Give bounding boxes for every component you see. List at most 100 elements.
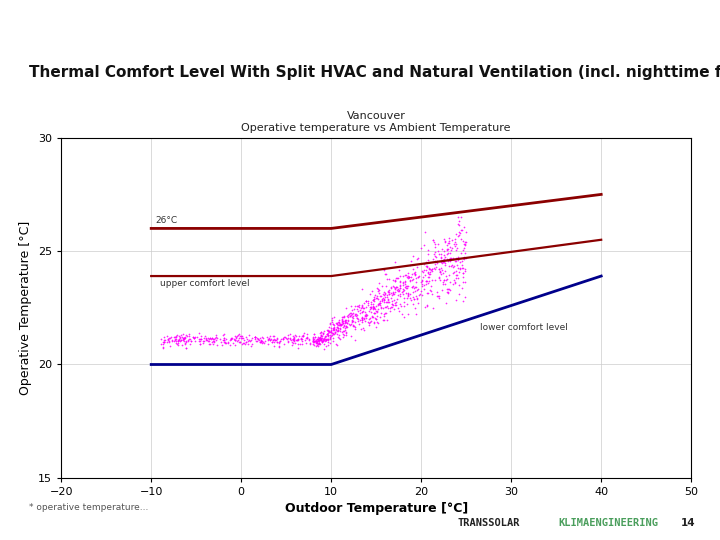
Point	[169, 335, 181, 344]
Point	[274, 342, 285, 351]
Point	[333, 333, 344, 341]
Point	[312, 342, 324, 350]
Point	[392, 286, 404, 295]
Point	[422, 268, 433, 276]
Point	[325, 331, 337, 340]
Point	[374, 298, 386, 307]
Point	[361, 312, 372, 320]
Point	[164, 334, 176, 343]
Point	[210, 330, 222, 339]
Point	[458, 244, 469, 253]
Point	[200, 336, 212, 345]
Point	[405, 276, 416, 285]
Point	[287, 332, 299, 341]
Point	[382, 286, 394, 295]
Point	[225, 333, 236, 342]
Point	[177, 336, 189, 345]
Point	[314, 334, 325, 342]
Point	[441, 241, 453, 249]
Point	[354, 319, 365, 328]
Point	[456, 284, 468, 292]
Point	[456, 226, 467, 234]
Point	[428, 264, 439, 272]
Point	[441, 244, 452, 253]
Point	[164, 342, 176, 350]
Point	[356, 313, 368, 321]
Point	[360, 310, 372, 319]
Point	[198, 336, 210, 345]
Point	[431, 291, 443, 300]
Point	[228, 339, 239, 347]
Point	[408, 265, 419, 273]
Point	[158, 333, 170, 342]
Point	[390, 258, 401, 266]
Point	[458, 240, 469, 248]
Point	[183, 335, 194, 343]
Point	[406, 276, 418, 285]
Point	[331, 323, 343, 332]
Point	[320, 335, 331, 343]
Point	[349, 310, 361, 319]
Point	[424, 268, 436, 276]
Point	[176, 331, 187, 340]
Text: * operative temperature...: * operative temperature...	[29, 503, 148, 512]
Point	[449, 275, 460, 284]
Point	[394, 292, 405, 301]
Point	[408, 294, 420, 303]
Point	[356, 301, 368, 310]
Point	[310, 338, 321, 347]
Point	[374, 279, 385, 288]
Point	[457, 246, 469, 254]
Point	[369, 303, 380, 312]
Point	[387, 291, 398, 299]
Point	[438, 280, 449, 288]
Point	[322, 338, 333, 346]
Point	[420, 266, 432, 275]
Point	[369, 293, 380, 302]
Point	[234, 338, 246, 347]
Point	[351, 310, 362, 319]
Point	[435, 258, 446, 267]
Point	[456, 225, 467, 234]
Point	[274, 339, 285, 348]
Point	[356, 308, 368, 316]
Point	[420, 228, 431, 237]
Point	[264, 336, 275, 345]
Point	[300, 339, 312, 347]
Point	[328, 329, 339, 338]
Point	[338, 327, 349, 335]
Point	[369, 303, 380, 312]
Point	[453, 220, 464, 229]
Point	[444, 233, 455, 242]
Point	[379, 296, 390, 305]
Point	[336, 313, 348, 321]
Point	[343, 315, 354, 324]
Point	[330, 330, 342, 339]
Point	[402, 269, 413, 278]
Point	[419, 271, 431, 279]
Point	[238, 335, 250, 344]
Point	[381, 269, 392, 278]
Point	[358, 314, 369, 322]
Point	[246, 334, 258, 342]
Point	[339, 324, 351, 333]
Point	[437, 257, 449, 266]
Point	[331, 323, 343, 332]
Point	[429, 247, 441, 256]
Point	[333, 318, 344, 327]
Point	[388, 289, 400, 298]
Point	[401, 284, 413, 292]
Point	[297, 332, 308, 340]
Point	[444, 237, 455, 245]
Point	[347, 313, 359, 322]
Point	[443, 285, 454, 294]
Point	[375, 303, 387, 312]
Point	[451, 274, 463, 282]
Point	[229, 341, 240, 349]
Point	[318, 335, 330, 343]
Point	[168, 332, 180, 341]
Point	[312, 335, 323, 343]
Point	[239, 340, 251, 348]
Point	[323, 336, 334, 345]
Point	[399, 271, 410, 280]
